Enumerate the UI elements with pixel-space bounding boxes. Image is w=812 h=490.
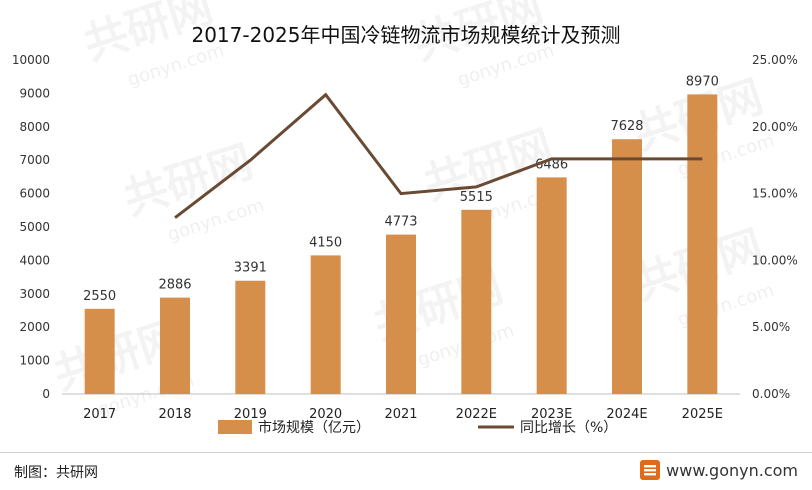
x-category-label: 2018 bbox=[158, 407, 191, 422]
x-category-label: 2020 bbox=[309, 407, 342, 422]
bar bbox=[310, 255, 341, 394]
bar-data-label: 7628 bbox=[610, 119, 643, 134]
bar bbox=[84, 308, 115, 394]
bar-data-label: 4773 bbox=[384, 215, 417, 230]
y-right-tick-label: 25.00% bbox=[752, 53, 798, 67]
x-category-label: 2025E bbox=[682, 407, 723, 422]
bar-data-label: 2886 bbox=[158, 278, 191, 293]
y-left-tick-label: 7000 bbox=[19, 153, 50, 167]
bar bbox=[160, 297, 190, 394]
x-category-label: 2023E bbox=[531, 407, 572, 422]
legend-label-line: 同比增长（%） bbox=[520, 420, 617, 436]
y-right-tick-label: 10.00% bbox=[752, 253, 798, 267]
y-left-tick-label: 3000 bbox=[19, 287, 50, 301]
bar bbox=[461, 209, 492, 394]
site-url: www.gonyn.com bbox=[666, 460, 798, 480]
y-right-tick-label: 20.00% bbox=[752, 120, 798, 134]
y-left-tick-label: 0 bbox=[42, 387, 50, 401]
y-left-tick-label: 2000 bbox=[19, 320, 50, 334]
x-category-label: 2019 bbox=[234, 407, 267, 422]
x-category-label: 2022E bbox=[456, 407, 497, 422]
bar bbox=[687, 94, 718, 394]
y-left-tick-label: 10000 bbox=[12, 53, 50, 67]
bar bbox=[536, 177, 567, 394]
bar-data-label: 2550 bbox=[83, 289, 116, 304]
y-left-tick-label: 4000 bbox=[19, 253, 50, 267]
bar bbox=[235, 280, 266, 394]
x-category-label: 2024E bbox=[606, 407, 647, 422]
chart-title: 2017-2025年中国冷链物流市场规模统计及预测 bbox=[191, 23, 620, 47]
bar bbox=[386, 234, 416, 394]
y-left-tick-label: 8000 bbox=[19, 120, 50, 134]
bar bbox=[612, 139, 642, 394]
y-right-tick-label: 0.00% bbox=[752, 387, 790, 401]
source-credit: 制图：共研网 bbox=[14, 465, 98, 481]
site-credit: www.gonyn.com bbox=[640, 460, 798, 480]
footer-divider bbox=[0, 452, 812, 453]
y-left-tick-label: 1000 bbox=[19, 354, 50, 368]
legend-label-bar: 市场规模（亿元） bbox=[258, 419, 370, 436]
y-left-tick-label: 6000 bbox=[19, 187, 50, 201]
legend-swatch-bar bbox=[218, 420, 252, 434]
bar-data-label: 8970 bbox=[686, 74, 719, 89]
y-left-tick-label: 9000 bbox=[19, 86, 50, 100]
bar-data-label: 4150 bbox=[309, 235, 342, 250]
y-right-tick-label: 5.00% bbox=[752, 320, 790, 334]
chart-canvas: 共研网gonyn.com共研网gonyn.com共研网gonyn.com共研网g… bbox=[12, 0, 798, 436]
gonyn-logo-icon bbox=[640, 460, 661, 480]
x-category-label: 2021 bbox=[384, 407, 417, 422]
y-right-tick-label: 15.00% bbox=[752, 187, 798, 201]
y-left-tick-label: 5000 bbox=[19, 220, 50, 234]
x-category-label: 2017 bbox=[83, 407, 116, 422]
growth-line bbox=[174, 92, 703, 219]
bar-data-label: 5515 bbox=[460, 190, 493, 205]
bar-data-label: 3391 bbox=[234, 261, 267, 276]
